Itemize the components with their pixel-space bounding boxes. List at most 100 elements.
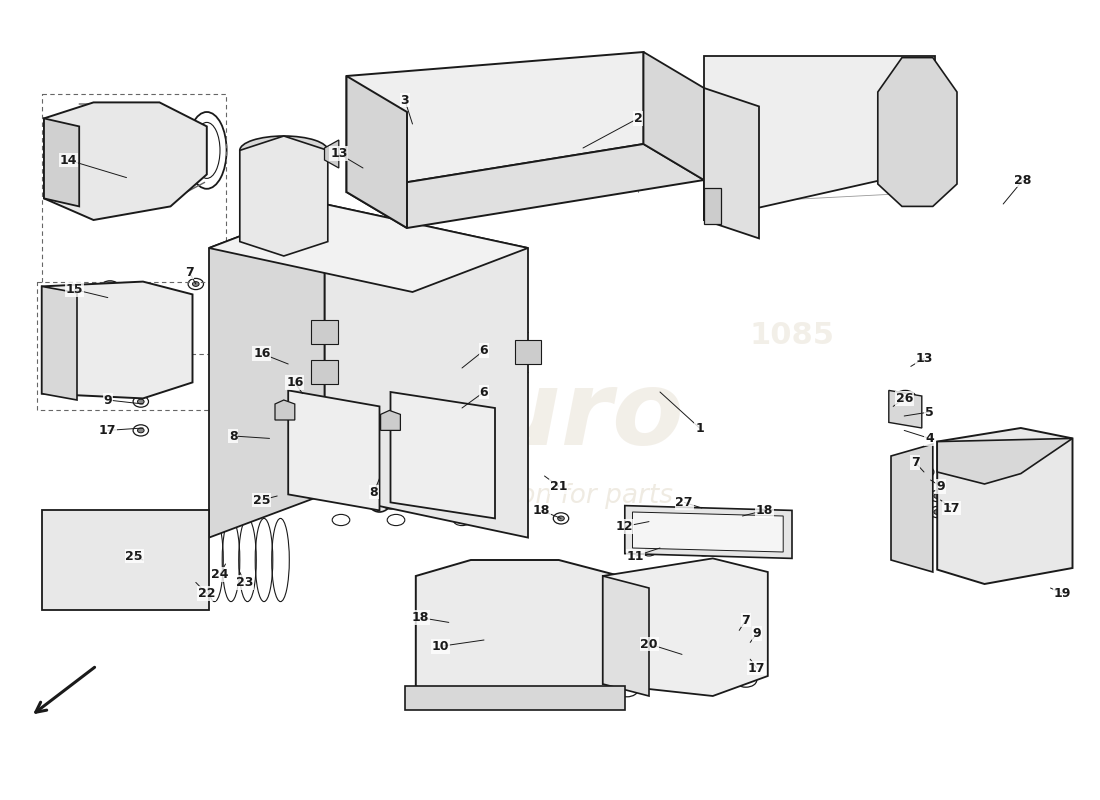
Ellipse shape [934,510,940,514]
Text: 4: 4 [925,432,934,445]
Text: 17: 17 [748,662,766,674]
Polygon shape [515,340,541,364]
Text: 25: 25 [253,494,271,506]
Polygon shape [704,188,720,224]
Polygon shape [603,576,649,696]
Polygon shape [324,140,339,168]
Ellipse shape [736,666,743,670]
Text: 17: 17 [99,424,117,437]
Text: 19: 19 [1054,587,1071,600]
Polygon shape [311,320,338,344]
Polygon shape [209,204,528,292]
Polygon shape [42,282,192,398]
Text: 22: 22 [198,587,216,600]
Polygon shape [240,136,328,256]
Ellipse shape [558,516,564,521]
Text: 7: 7 [185,266,194,278]
Polygon shape [324,204,528,538]
Ellipse shape [409,122,416,126]
Text: 24: 24 [211,568,229,581]
Ellipse shape [934,494,940,498]
Ellipse shape [138,399,144,404]
Text: 5: 5 [925,406,934,418]
Text: a passion for parts: a passion for parts [427,483,673,509]
Text: 8: 8 [370,486,378,498]
Ellipse shape [138,428,144,433]
Polygon shape [644,52,704,180]
Polygon shape [704,56,935,220]
Polygon shape [275,400,295,420]
Polygon shape [346,76,407,228]
Ellipse shape [101,281,119,292]
Polygon shape [937,428,1072,584]
Polygon shape [603,558,768,696]
Ellipse shape [240,136,328,165]
Polygon shape [937,438,1072,484]
Text: 23: 23 [235,576,253,589]
Ellipse shape [471,408,519,517]
Ellipse shape [59,514,191,606]
Polygon shape [346,144,704,228]
Text: 1: 1 [695,422,704,434]
Polygon shape [889,390,922,428]
Text: 21: 21 [550,480,568,493]
Ellipse shape [923,470,930,474]
Polygon shape [416,560,614,700]
Text: 28: 28 [1014,174,1032,186]
Polygon shape [390,392,495,518]
Polygon shape [44,118,79,206]
Text: 25: 25 [125,550,143,562]
Text: 18: 18 [756,504,773,517]
Text: 26: 26 [895,392,913,405]
Text: 2: 2 [634,112,642,125]
Ellipse shape [894,408,916,424]
Text: 18: 18 [411,611,429,624]
Text: 13: 13 [915,352,933,365]
Ellipse shape [959,475,1047,536]
Polygon shape [346,52,644,192]
Text: euro: euro [416,366,684,466]
Polygon shape [878,58,957,206]
Polygon shape [311,360,338,384]
Polygon shape [42,286,77,400]
Text: 6: 6 [480,344,488,357]
Text: 9: 9 [936,480,945,493]
Text: 8: 8 [229,430,238,442]
Polygon shape [209,204,324,538]
Text: 7: 7 [741,614,750,626]
Text: 13: 13 [330,147,348,160]
Text: 11: 11 [627,550,645,562]
Text: 12: 12 [616,520,634,533]
Text: 20: 20 [640,638,658,650]
Ellipse shape [355,403,404,512]
Text: 3: 3 [400,94,409,106]
Text: 16: 16 [253,347,271,360]
Ellipse shape [894,390,916,406]
Text: 7: 7 [911,456,920,469]
Polygon shape [405,686,625,710]
Text: 18: 18 [532,504,550,517]
Ellipse shape [710,122,716,126]
Text: 9: 9 [103,394,112,406]
Polygon shape [42,510,209,610]
Text: 14: 14 [59,154,77,166]
Polygon shape [381,410,400,430]
Ellipse shape [736,630,743,634]
Text: 16: 16 [286,376,304,389]
Polygon shape [891,444,933,572]
Polygon shape [704,88,759,238]
Text: 27: 27 [675,496,693,509]
Ellipse shape [192,282,199,286]
Polygon shape [288,390,379,510]
Ellipse shape [366,400,415,509]
Text: 9: 9 [752,627,761,640]
Polygon shape [632,512,783,552]
Polygon shape [625,506,792,558]
Text: 15: 15 [66,283,84,296]
Ellipse shape [736,647,743,652]
Ellipse shape [240,232,328,261]
Ellipse shape [446,622,452,626]
Ellipse shape [264,395,312,504]
Text: 6: 6 [480,386,488,398]
Text: 10: 10 [431,640,449,653]
